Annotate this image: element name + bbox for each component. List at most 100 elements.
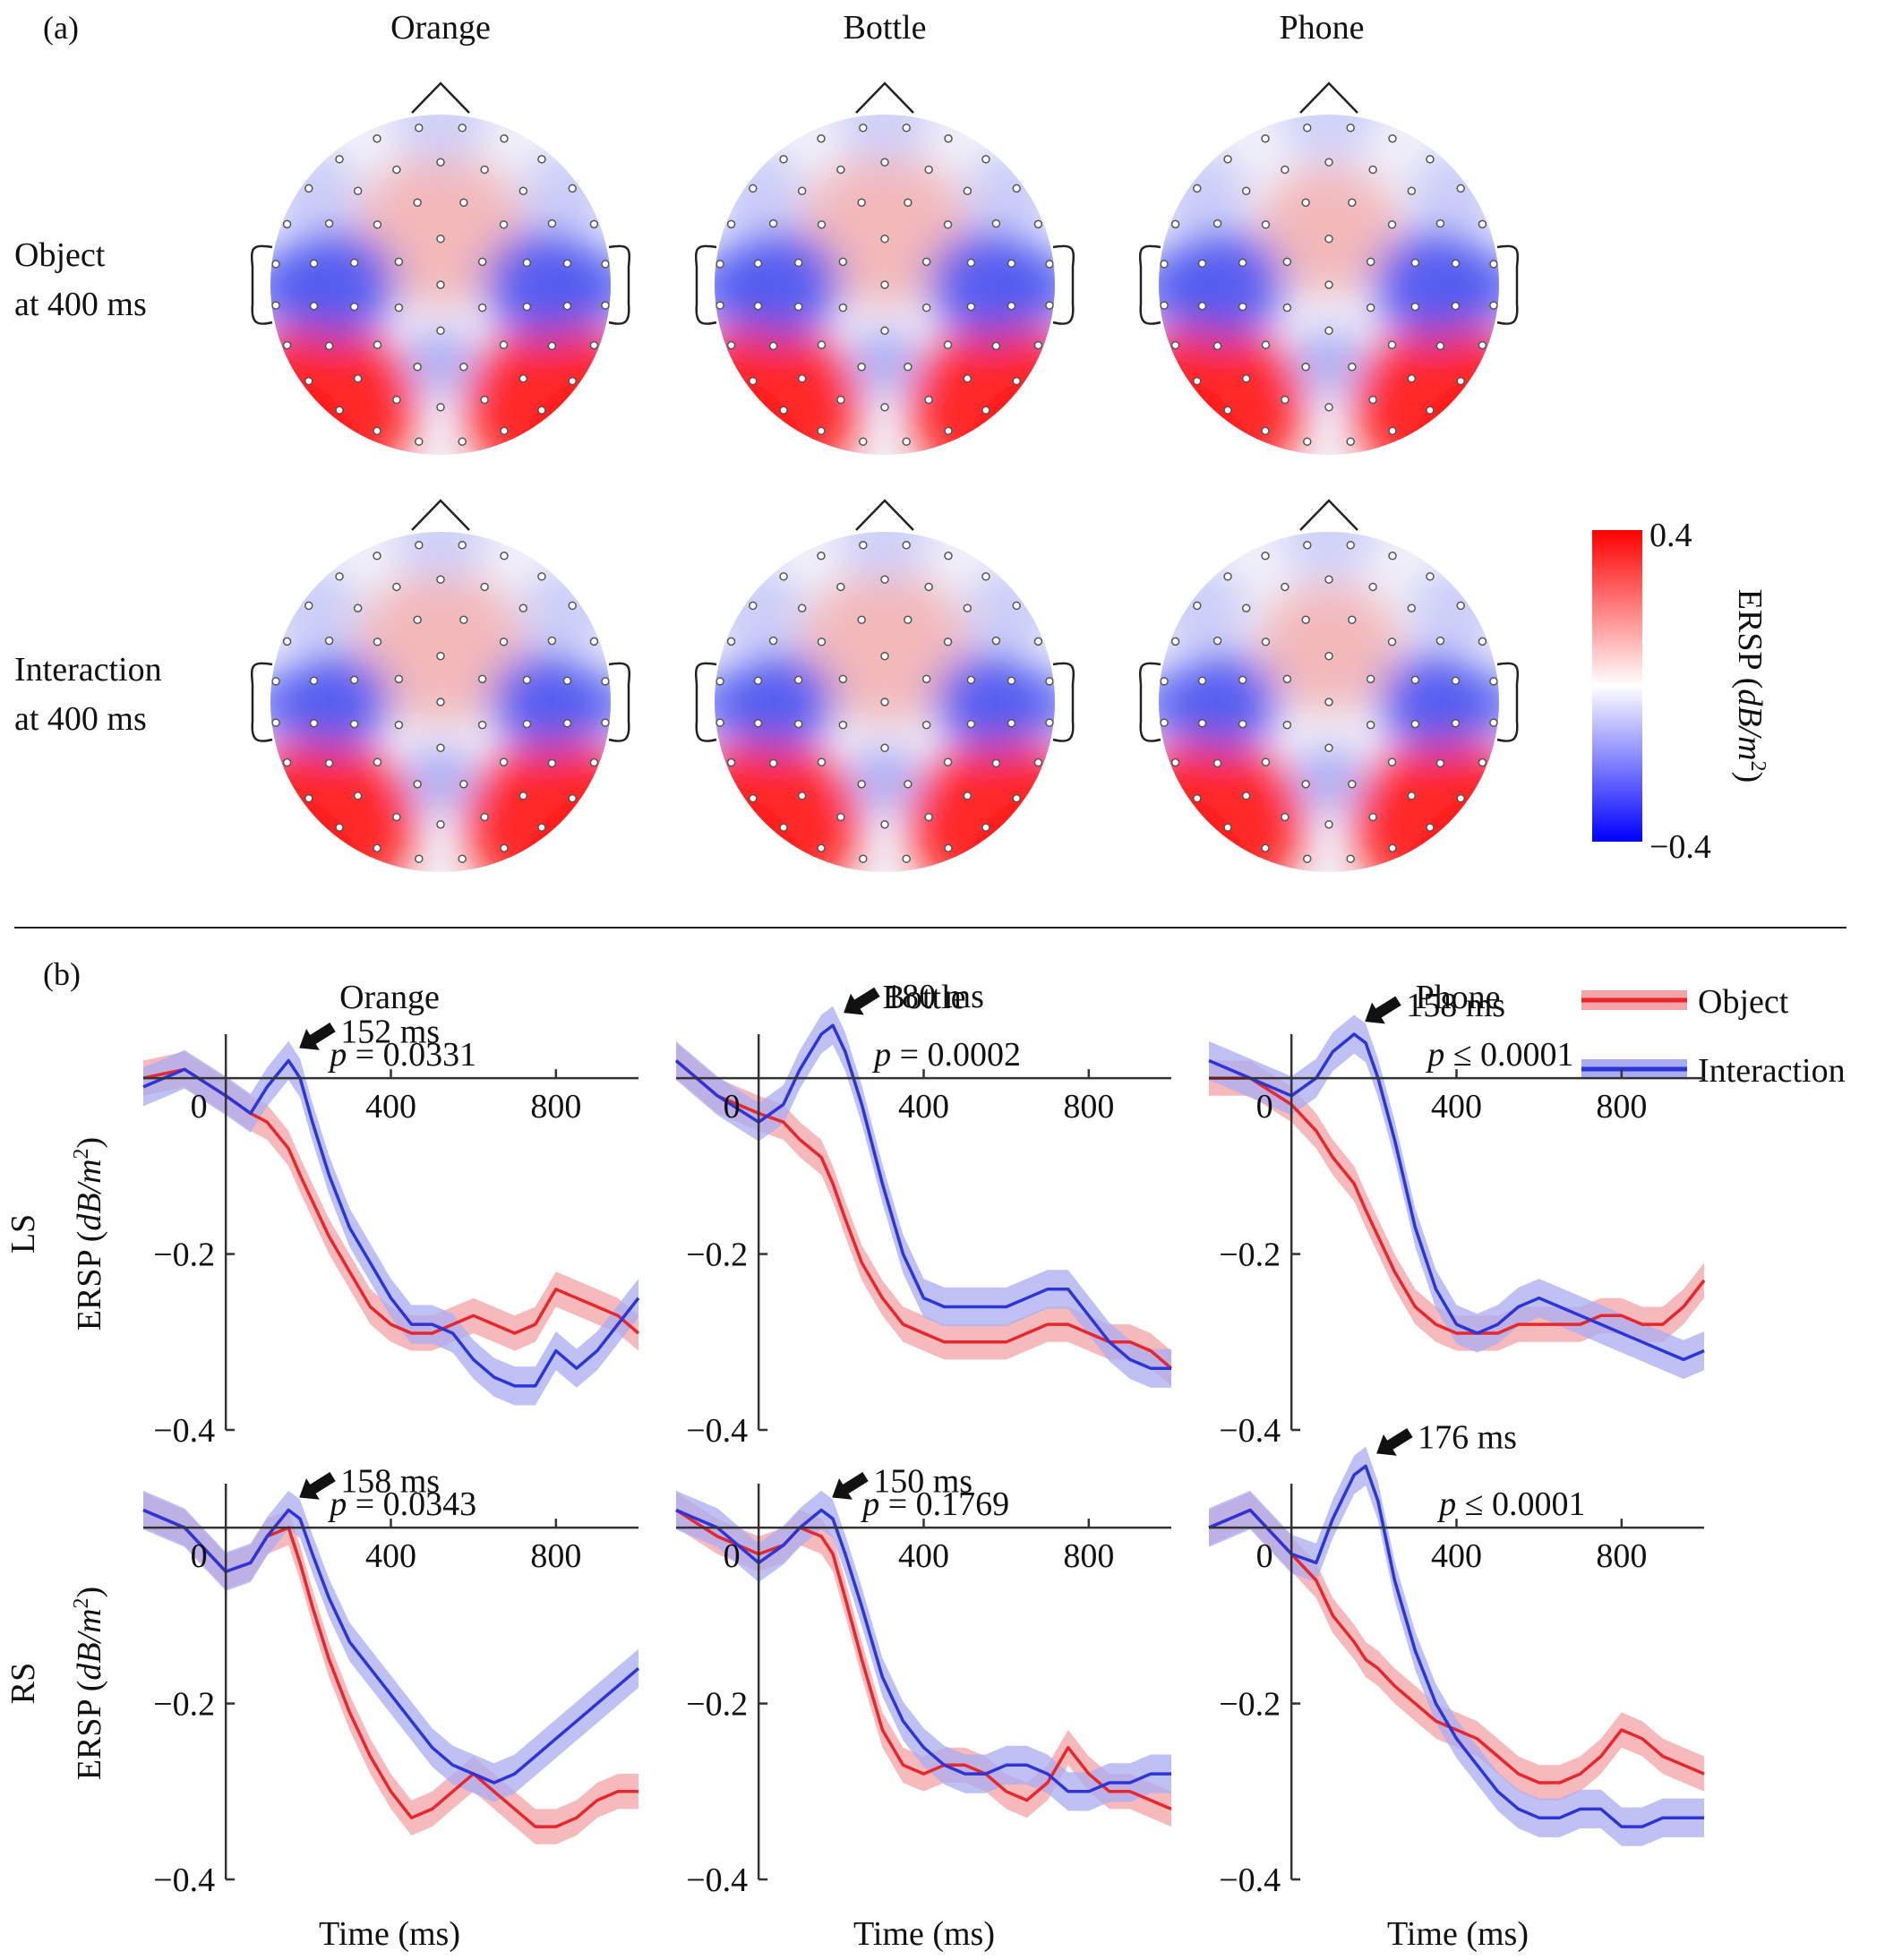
topomap-electrodes — [271, 124, 610, 446]
electrode-marker — [1348, 615, 1357, 624]
electrode-marker — [499, 638, 509, 646]
electrode-marker — [394, 303, 404, 312]
electrode-marker — [1388, 552, 1397, 561]
electrode-marker — [480, 582, 489, 592]
electrode-marker — [436, 280, 445, 289]
electrode-marker — [271, 301, 280, 310]
electrode-marker — [857, 615, 866, 624]
electrode-marker — [1324, 326, 1333, 336]
electrode-marker — [981, 572, 990, 581]
topomap-electrodes — [1160, 541, 1498, 863]
topo-column-title-phone: Phone — [1280, 9, 1365, 47]
electrode-marker — [1387, 340, 1397, 349]
electrode-marker — [271, 260, 280, 269]
electrode-marker — [921, 303, 931, 312]
electrode-marker — [1007, 259, 1016, 268]
y-tick-label: −0.4 — [686, 1862, 748, 1899]
electrode-marker — [1426, 155, 1435, 164]
p-value-label: p ≤ 0.0001 — [1436, 1485, 1585, 1523]
electrode-marker — [1456, 376, 1465, 386]
topomap-grid — [250, 81, 1520, 872]
electrode-marker — [1478, 340, 1487, 350]
electrode-marker — [1451, 302, 1461, 311]
electrode-marker — [392, 395, 401, 405]
electrode-marker — [1045, 677, 1054, 686]
electrode-marker — [726, 219, 736, 229]
p-value-label: p = 0.0002 — [871, 1036, 1021, 1074]
electrode-marker — [753, 719, 763, 728]
peak-arrow — [299, 1472, 336, 1500]
electrode-marker — [768, 636, 778, 646]
electrode-marker — [768, 758, 778, 768]
electrode-marker — [568, 184, 577, 193]
interaction-series-line — [674, 1023, 1171, 1370]
electrode-marker — [1451, 259, 1461, 268]
electrode-marker — [459, 615, 468, 624]
topomap-left-ear — [250, 662, 273, 742]
electrode-marker — [1388, 426, 1397, 435]
x-tick-label: 0 — [1256, 1537, 1273, 1575]
x-tick-label: 800 — [530, 1088, 581, 1126]
electrode-marker — [1387, 638, 1397, 646]
row-label-rs: RS — [4, 1663, 42, 1704]
electrode-marker — [966, 675, 976, 685]
interaction-series-line — [675, 1508, 1171, 1793]
interaction-error-band — [143, 1490, 638, 1802]
topomap-electrodes — [715, 124, 1054, 446]
electrode-marker — [415, 124, 424, 133]
electrode-marker — [943, 340, 953, 349]
electrode-marker — [436, 820, 445, 829]
electrode-marker — [768, 341, 778, 351]
electrode-marker — [817, 220, 827, 229]
electrode-marker — [392, 582, 401, 592]
electrode-marker — [1045, 260, 1054, 269]
electrode-marker — [1407, 374, 1417, 383]
electrode-marker — [793, 302, 803, 312]
electrode-marker — [477, 720, 487, 730]
electrode-marker — [715, 677, 724, 686]
topomap-nose — [1299, 81, 1358, 114]
electrode-marker — [1281, 395, 1290, 405]
line-panel-rs-phone: 0 400 800 −0.2 −0.4 176 ms p ≤ 0.0001 — [1208, 1418, 1705, 1899]
electrode-marker — [1303, 124, 1312, 133]
peak-arrow — [844, 987, 880, 1015]
electrode-marker — [966, 302, 976, 312]
electrode-marker — [394, 720, 404, 730]
y-tick-label: −0.2 — [1219, 1237, 1281, 1274]
electrode-marker — [1366, 257, 1375, 267]
electrode-marker — [1368, 165, 1377, 175]
electrode-marker — [499, 757, 509, 766]
electrode-marker — [981, 155, 990, 164]
electrode-marker — [1426, 572, 1435, 581]
electrode-marker — [335, 155, 344, 164]
electrode-marker — [836, 395, 845, 405]
p-value-label: p ≤ 0.0001 — [1425, 1036, 1573, 1074]
electrode-marker — [589, 219, 599, 229]
electrode-marker — [271, 718, 280, 727]
electrode-marker — [1193, 601, 1202, 611]
electrode-marker — [797, 792, 807, 800]
electrode-marker — [1368, 812, 1377, 822]
electrode-marker — [1193, 184, 1202, 193]
electrode-marker — [1324, 575, 1333, 584]
electrode-marker — [335, 572, 344, 581]
object-error-band — [143, 1051, 638, 1351]
electrode-marker — [1212, 758, 1222, 768]
electrode-marker — [921, 720, 931, 730]
electrode-marker — [1170, 757, 1180, 767]
electrode-marker — [436, 234, 445, 244]
electrode-marker — [601, 718, 610, 727]
electrode-marker — [726, 757, 736, 767]
electrode-marker — [304, 184, 313, 193]
electrode-marker — [1301, 363, 1310, 372]
colorbar-label-math: dB/m — [1731, 689, 1769, 760]
electrode-marker — [568, 376, 577, 386]
electrode-marker — [324, 758, 334, 768]
electrode-marker — [392, 165, 401, 175]
x-tick-label: 800 — [1596, 1088, 1647, 1126]
electrode-marker — [859, 541, 868, 550]
electrode-marker — [282, 340, 292, 350]
electrode-marker — [880, 403, 889, 412]
electrode-marker — [1303, 854, 1312, 863]
